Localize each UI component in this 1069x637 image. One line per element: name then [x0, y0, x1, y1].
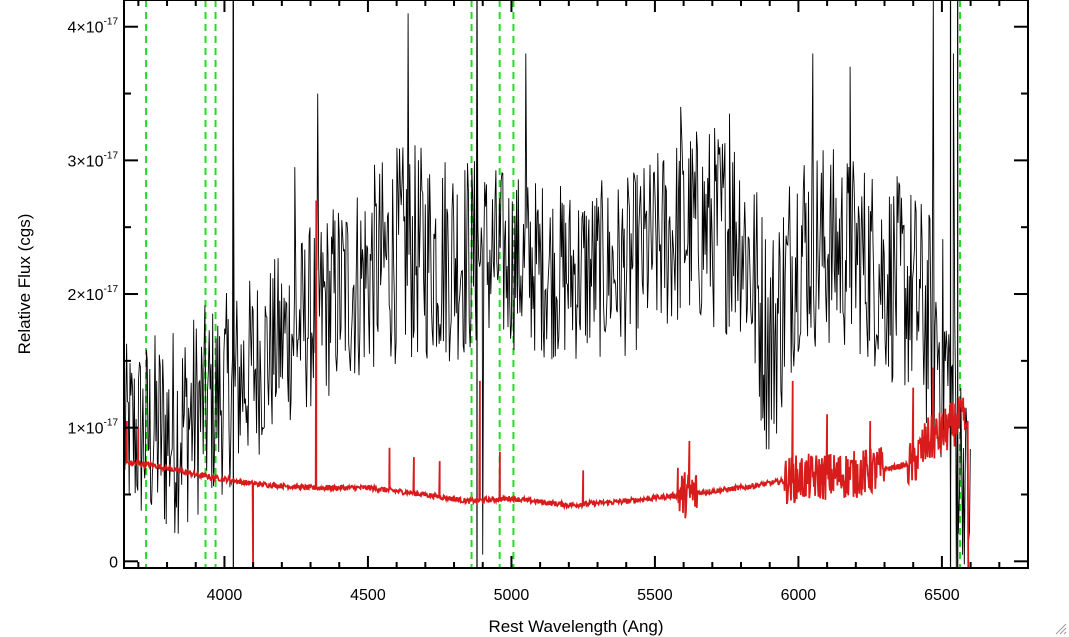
y-tick-label: 4×10-17: [68, 17, 119, 37]
tick-labels-layer: 4000 4500 5000 5500 6000 6500 0 1×10-17 2×10-17 3…: [68, 17, 960, 604]
series-layer: [124, 0, 971, 568]
x-tick-label: 5500: [637, 587, 673, 604]
y-tick-label: 1×10-17: [68, 418, 119, 438]
y-axis-title: Relative Flux (cgs): [15, 214, 34, 355]
y-tick-label: 3×10-17: [68, 150, 119, 170]
ticks-layer: [124, 0, 1029, 568]
x-axis-title: Rest Wavelength (Ang): [488, 617, 663, 636]
x-tick-label: 4000: [207, 587, 243, 604]
x-tick-label: 6000: [781, 587, 817, 604]
plot-frame: [123, 0, 1029, 569]
x-tick-label: 6500: [924, 587, 960, 604]
resize-grip-icon[interactable]: [1053, 621, 1067, 635]
x-tick-label: 5000: [494, 587, 530, 604]
x-tick-label: 4500: [350, 587, 386, 604]
y-tick-label: 0: [109, 554, 118, 571]
series-model-spectrum: [124, 200, 970, 568]
y-tick-label: 2×10-17: [68, 284, 119, 304]
series-observed-spectrum: [124, 0, 971, 568]
